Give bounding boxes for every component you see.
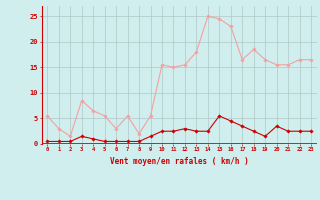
X-axis label: Vent moyen/en rafales ( km/h ): Vent moyen/en rafales ( km/h )	[110, 157, 249, 166]
